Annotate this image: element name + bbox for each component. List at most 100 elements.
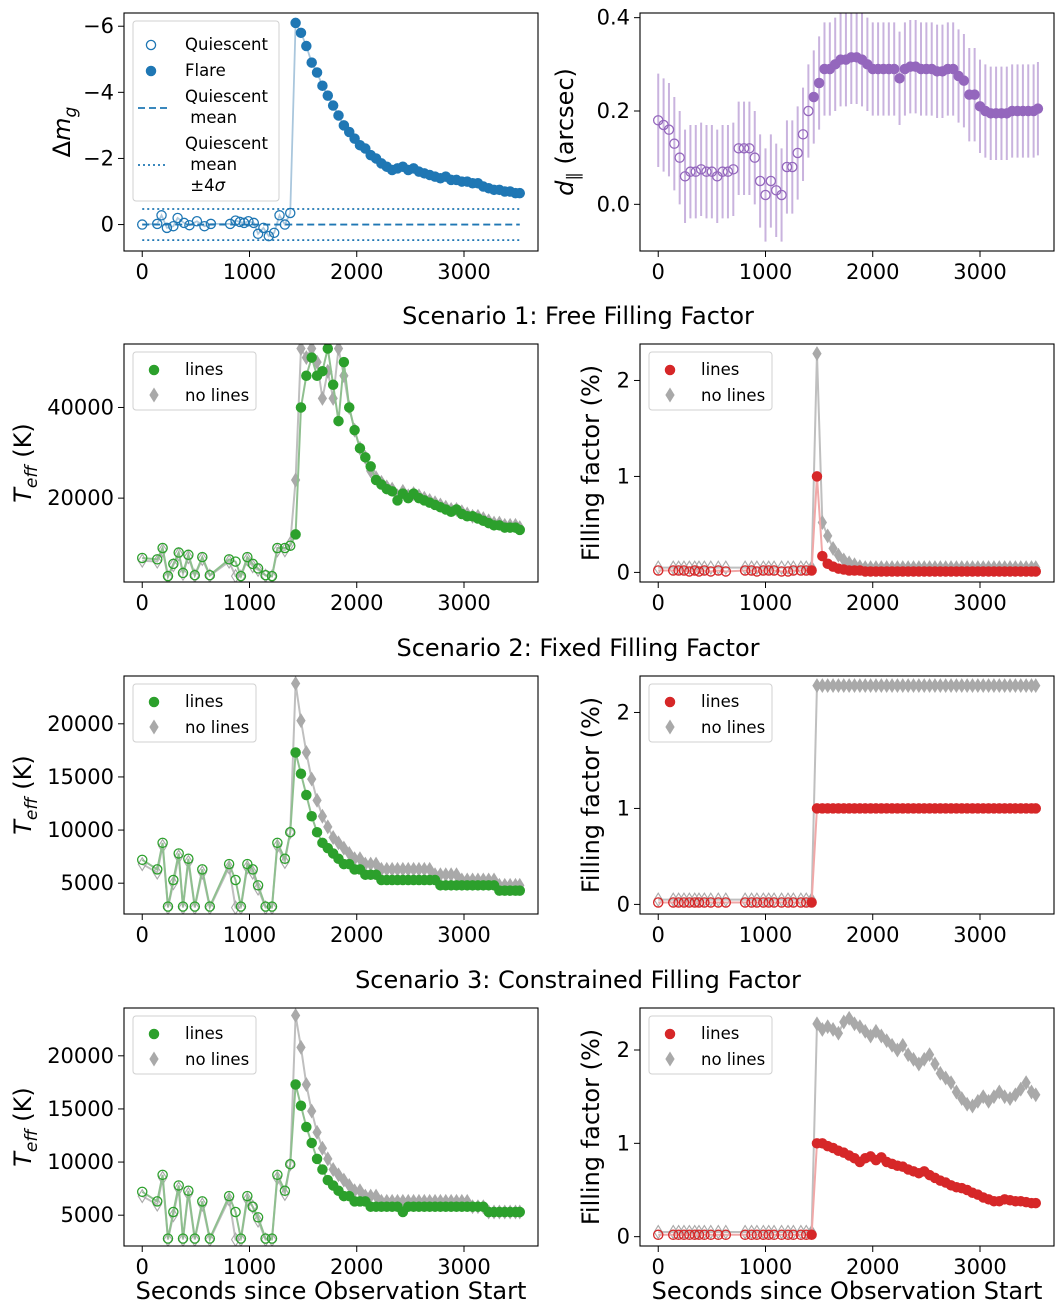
lines-point (136, 1186, 148, 1198)
lines-point (811, 471, 823, 482)
no-lines-point (253, 881, 263, 896)
quiescent-point (243, 215, 254, 227)
x-tick-label: 3000 (437, 591, 490, 615)
y-tick-label: 0.2 (597, 99, 630, 123)
quiescent-point (224, 218, 236, 230)
quiescent-point (733, 143, 744, 154)
lines-point (168, 558, 179, 570)
lines-point (720, 897, 732, 908)
lines-point (782, 566, 794, 577)
plot-area (652, 1010, 1042, 1241)
lines-point (247, 1201, 258, 1212)
quiescent-point (787, 161, 798, 173)
no-lines-point (236, 569, 246, 582)
lines-point (699, 565, 710, 576)
no-lines-point (307, 1103, 317, 1119)
no-lines-point (812, 346, 822, 362)
lines-point (177, 567, 189, 579)
no-lines-point (267, 569, 277, 582)
legend-marker-no-lines (149, 387, 159, 403)
x-tick-label: 1000 (223, 260, 276, 284)
quiescent-point (765, 175, 777, 187)
lines-point (151, 554, 163, 565)
lines-point (189, 1233, 201, 1244)
y-tick-label: 0 (617, 892, 630, 916)
quiescent-point (151, 218, 163, 230)
lines-point (652, 1229, 664, 1241)
y-tick-label: 1 (617, 796, 630, 820)
no-lines-point (930, 1056, 940, 1072)
no-lines-point (190, 900, 200, 914)
plot-area (652, 346, 1042, 577)
lines-point (266, 570, 278, 582)
lines-point (806, 1229, 817, 1241)
lines-point (806, 897, 817, 908)
quiescent-point (199, 220, 210, 232)
lines-point (746, 897, 757, 908)
x-tick-label: 1000 (739, 923, 792, 947)
legend-marker-lines (664, 1028, 676, 1040)
lines-point (705, 897, 717, 908)
no-lines-point (1016, 1081, 1026, 1097)
plot-area (136, 676, 526, 914)
lines-point (204, 901, 216, 912)
no-lines-point (849, 1016, 860, 1032)
no-lines-point (740, 892, 750, 908)
no-lines-point (823, 1019, 833, 1035)
lines-point (338, 356, 350, 368)
flare-point (360, 143, 371, 154)
no-lines-point (296, 713, 306, 729)
lines-point (173, 547, 184, 558)
no-lines-point (197, 865, 207, 881)
no-lines-point (183, 854, 194, 870)
no-lines-point (699, 1224, 710, 1240)
no-lines-point (333, 835, 344, 851)
quiescent-point (669, 138, 680, 149)
no-lines-point (333, 1167, 344, 1183)
no-lines-point (152, 1197, 162, 1212)
plot-area (136, 17, 526, 242)
quiescent-point (178, 217, 190, 229)
lines-point (290, 1079, 301, 1090)
lines-point (242, 551, 253, 563)
y-axis-label: Δmg (48, 106, 81, 157)
lines-point (247, 864, 258, 875)
no-lines-point (788, 1224, 799, 1240)
quiescent-point (728, 164, 739, 175)
lines-point (1030, 1197, 1042, 1209)
lines-point (306, 1137, 317, 1149)
legend-marker-flare (145, 65, 157, 77)
y-axis-label: Teff (K) (9, 423, 42, 503)
legend: lines no lines (132, 683, 257, 743)
quiescent-point (191, 215, 203, 227)
no-lines-point (317, 390, 328, 406)
lines-point (693, 566, 705, 577)
no-lines-point (312, 792, 322, 808)
lines-point (230, 1206, 241, 1218)
no-lines-point (197, 1197, 207, 1212)
y-axis-label: d∥ (arcsec) (551, 68, 584, 196)
quiescent-point (156, 210, 167, 221)
no-lines-point (721, 1224, 731, 1240)
no-lines-point (713, 560, 723, 576)
no-lines-point (317, 808, 328, 824)
lines-point (306, 352, 317, 363)
legend-label: no lines (185, 1050, 249, 1069)
lines-point (349, 424, 360, 436)
no-lines-point (178, 1232, 188, 1246)
lines-point (795, 897, 807, 908)
lines-point (162, 901, 174, 912)
no-lines-point (713, 892, 723, 908)
x-tick-label: 3000 (437, 260, 490, 284)
lines-point (197, 864, 208, 875)
legend-label: lines (185, 360, 223, 379)
lines-point (295, 768, 307, 780)
axes-frame (123, 1007, 539, 1247)
no-lines-point (769, 892, 779, 908)
lines-point (699, 897, 710, 908)
quiescent-point (722, 166, 734, 177)
no-lines-point (197, 551, 207, 567)
